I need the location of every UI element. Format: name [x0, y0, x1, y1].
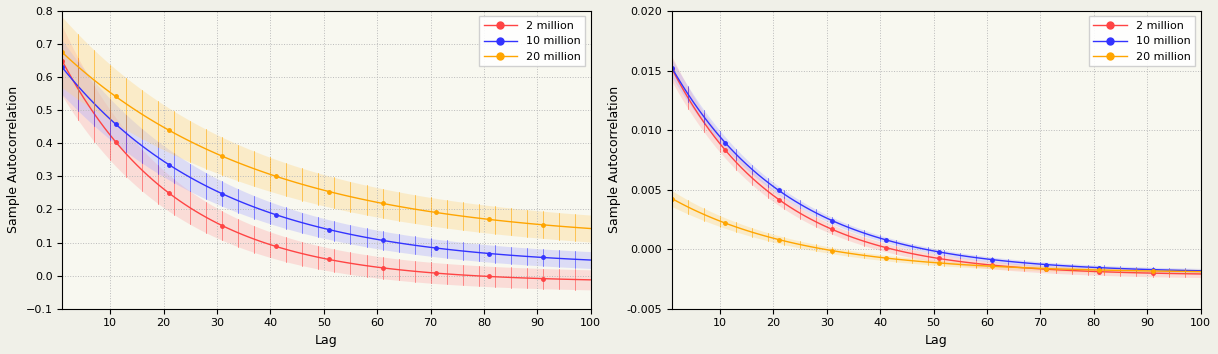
10 million — [156, 159, 171, 163]
Line: 20 million: 20 million — [670, 197, 1202, 273]
20 million — [178, 137, 192, 141]
10 million — [1151, 268, 1166, 272]
Y-axis label: Sample Autocorrelation: Sample Autocorrelation — [7, 86, 19, 233]
2 million — [1194, 272, 1208, 276]
20 million — [788, 241, 803, 246]
2 million — [178, 202, 192, 207]
Y-axis label: Sample Autocorrelation: Sample Autocorrelation — [608, 86, 621, 233]
2 million — [1151, 271, 1166, 275]
10 million — [1194, 269, 1208, 273]
Line: 10 million: 10 million — [61, 65, 592, 262]
2 million — [937, 257, 951, 262]
2 million — [541, 276, 555, 281]
2 million — [979, 263, 994, 267]
10 million — [178, 172, 192, 177]
20 million — [766, 236, 781, 240]
20 million — [937, 261, 951, 266]
10 million — [583, 258, 598, 262]
Legend: 2 million, 10 million, 20 million: 2 million, 10 million, 20 million — [479, 17, 585, 67]
10 million — [370, 237, 385, 241]
X-axis label: Lag: Lag — [924, 334, 948, 347]
2 million — [766, 194, 781, 198]
X-axis label: Lag: Lag — [315, 334, 337, 347]
10 million — [1167, 268, 1181, 272]
Line: 20 million: 20 million — [61, 51, 592, 230]
20 million — [1194, 269, 1208, 274]
10 million — [665, 66, 680, 70]
10 million — [766, 184, 781, 189]
2 million — [55, 59, 69, 63]
2 million — [328, 258, 342, 263]
20 million — [557, 224, 571, 229]
2 million — [156, 187, 171, 191]
10 million — [55, 65, 69, 69]
20 million — [1151, 269, 1166, 273]
10 million — [788, 199, 803, 203]
20 million — [1167, 269, 1181, 273]
10 million — [557, 257, 571, 261]
20 million — [156, 125, 171, 129]
20 million — [541, 223, 555, 227]
2 million — [557, 277, 571, 281]
10 million — [979, 257, 994, 261]
20 million — [583, 227, 598, 231]
20 million — [328, 191, 342, 195]
Legend: 2 million, 10 million, 20 million: 2 million, 10 million, 20 million — [1089, 17, 1195, 67]
2 million — [788, 208, 803, 212]
Line: 2 million: 2 million — [61, 59, 592, 281]
20 million — [665, 196, 680, 201]
10 million — [937, 251, 951, 255]
2 million — [583, 278, 598, 282]
Line: 2 million: 2 million — [670, 67, 1202, 276]
10 million — [541, 256, 555, 260]
2 million — [370, 265, 385, 269]
2 million — [665, 67, 680, 71]
Line: 10 million: 10 million — [670, 67, 1202, 273]
10 million — [328, 229, 342, 233]
20 million — [370, 200, 385, 205]
20 million — [55, 50, 69, 55]
2 million — [1167, 272, 1181, 276]
20 million — [979, 264, 994, 268]
